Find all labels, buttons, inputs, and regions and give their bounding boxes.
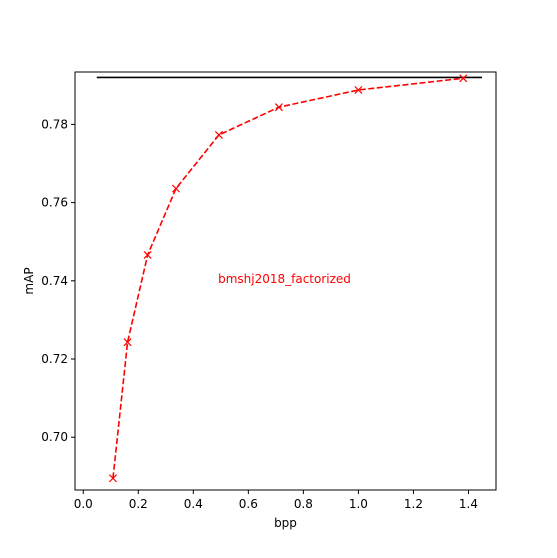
data-point-marker xyxy=(459,74,468,83)
marker-stroke xyxy=(274,103,283,112)
data-point-marker xyxy=(171,184,181,193)
x-tick-label: 1.4 xyxy=(459,497,478,511)
data-point-marker xyxy=(123,338,132,347)
series-line xyxy=(112,77,464,479)
y-tick-label: 0.70 xyxy=(41,430,68,444)
x-axis-label: bpp xyxy=(274,516,297,530)
marker-stroke xyxy=(123,338,132,347)
x-tick-label: 0.6 xyxy=(239,497,258,511)
marker-stroke xyxy=(214,130,223,139)
x-tick-label: 0.0 xyxy=(74,497,93,511)
marker-stroke xyxy=(143,250,152,260)
x-tick-label: 0.4 xyxy=(184,497,203,511)
marker-stroke xyxy=(108,474,117,483)
x-tick-label: 0.8 xyxy=(294,497,313,511)
y-tick-label: 0.74 xyxy=(41,274,68,288)
plot-background xyxy=(75,72,496,490)
data-point-marker xyxy=(143,250,152,260)
y-tick-label: 0.76 xyxy=(41,196,68,210)
x-tick-label: 1.2 xyxy=(404,497,423,511)
data-point-marker xyxy=(354,85,363,95)
data-point-marker xyxy=(108,474,117,483)
marker-stroke xyxy=(459,74,468,83)
marker-stroke xyxy=(354,85,363,95)
annotation-label: bmshj2018_factorized xyxy=(218,272,351,286)
marker-stroke xyxy=(171,184,181,193)
y-tick-label: 0.78 xyxy=(41,117,68,131)
data-point-marker xyxy=(274,103,283,112)
y-axis-label: mAP xyxy=(22,267,36,294)
x-tick-label: 0.2 xyxy=(129,497,148,511)
y-tick-label: 0.72 xyxy=(41,352,68,366)
data-point-marker xyxy=(214,130,223,139)
x-tick-label: 1.0 xyxy=(349,497,368,511)
